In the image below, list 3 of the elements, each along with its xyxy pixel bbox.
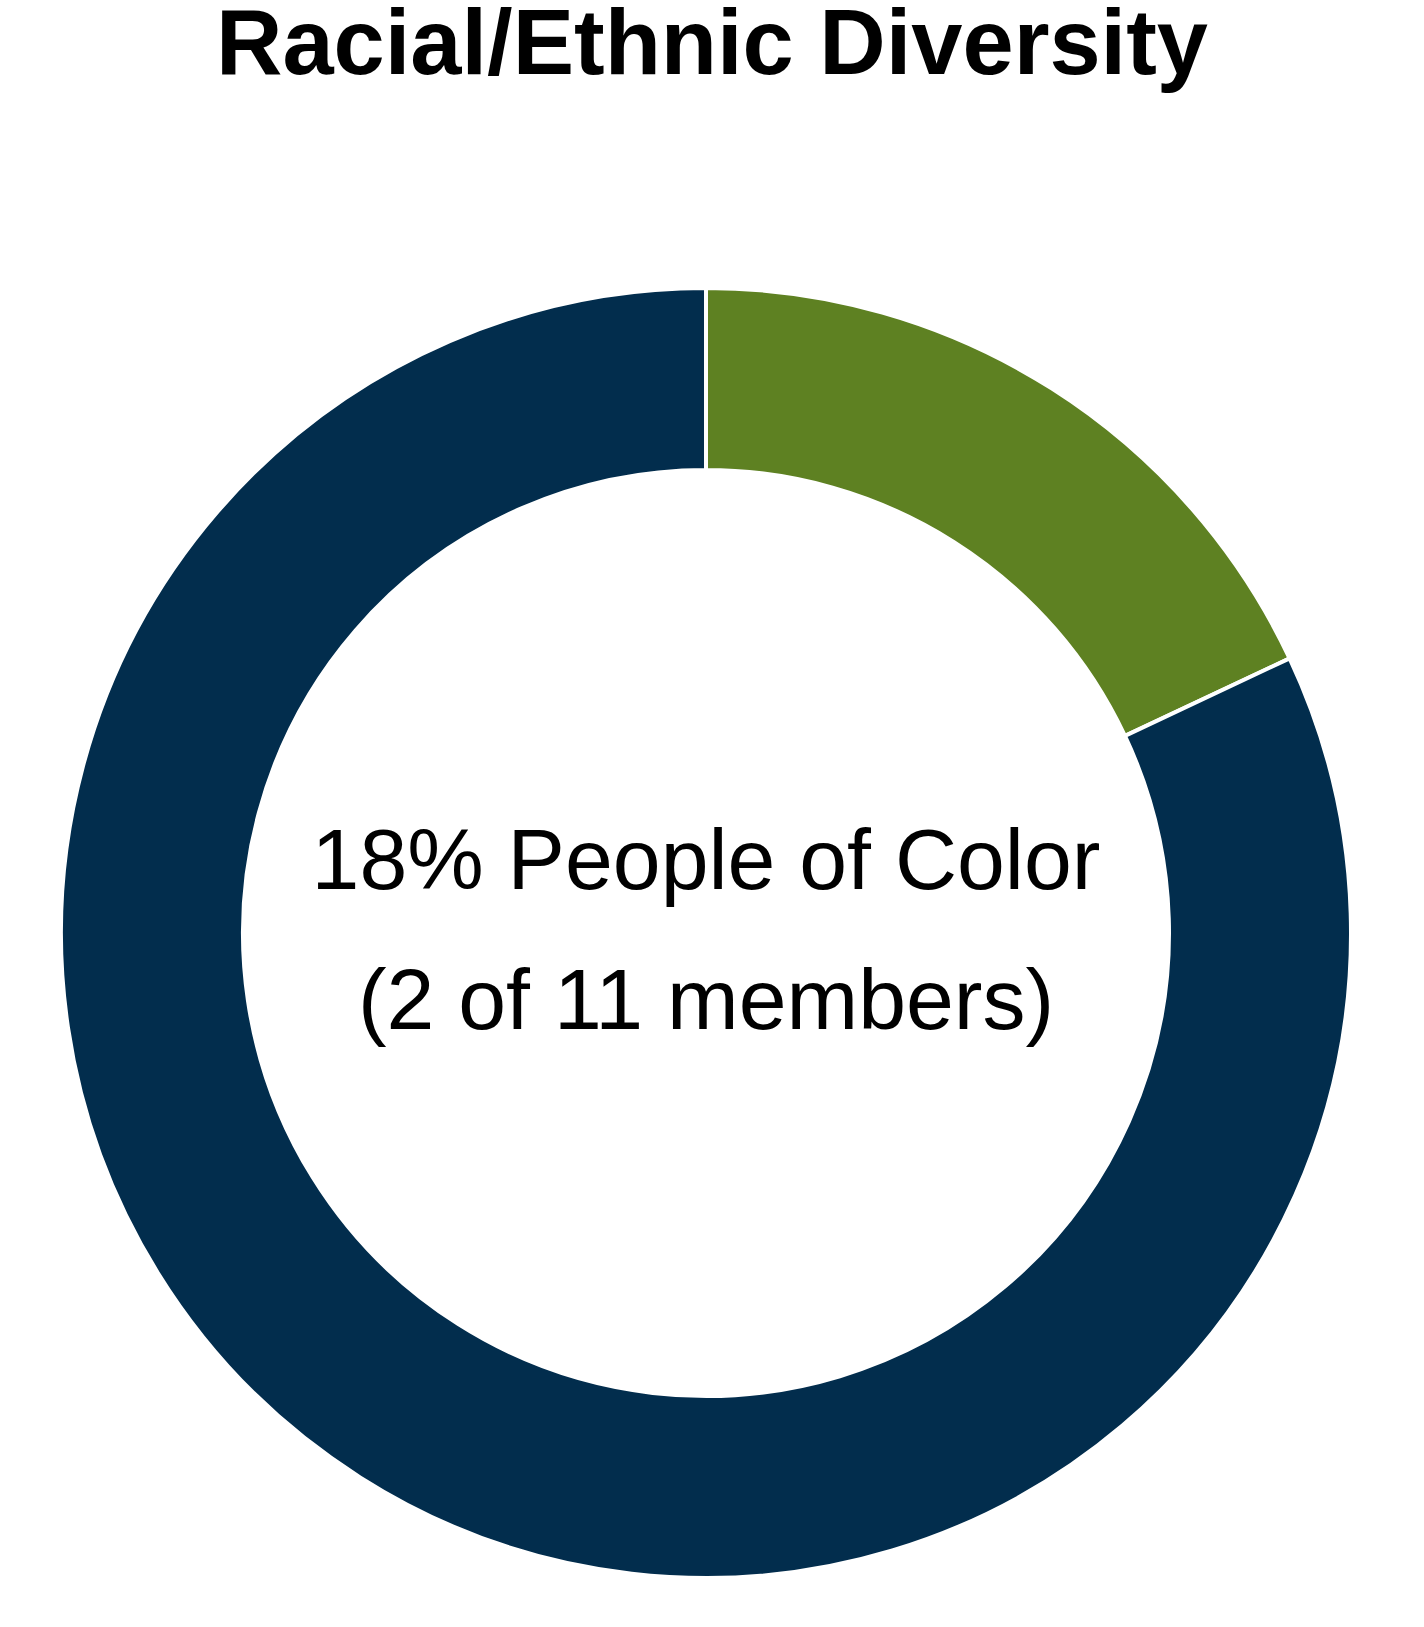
chart-title: Racial/Ethnic Diversity: [216, 0, 1208, 93]
text: (2 of 11 members): [357, 951, 1055, 1047]
text: 18% People of Color: [311, 811, 1101, 907]
